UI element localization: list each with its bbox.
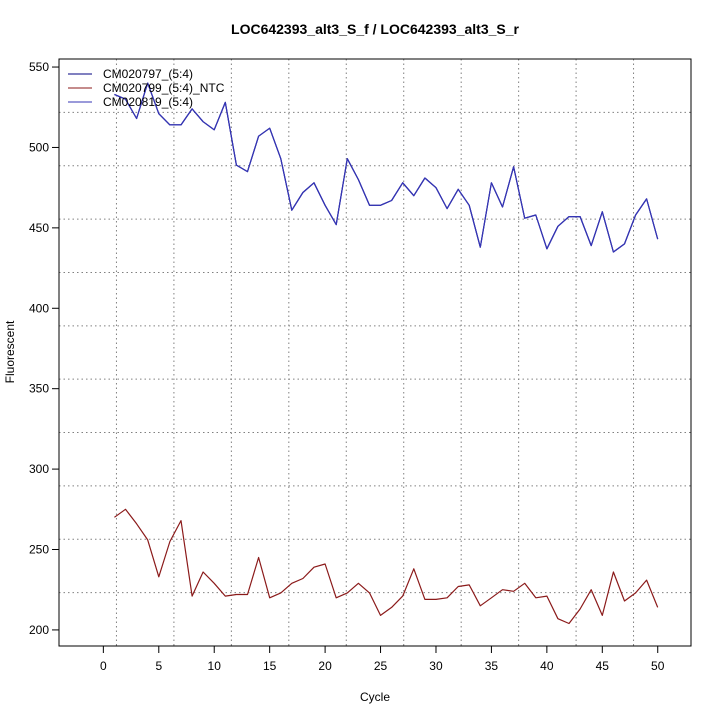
series-line-2: [114, 508, 659, 625]
grid: [59, 59, 691, 646]
x-axis-label: Cycle: [360, 690, 390, 704]
y-axis-label: Fluorescent: [3, 320, 17, 383]
legend-label: CM020819_(5:4): [103, 95, 193, 109]
x-tick-label: 5: [155, 659, 162, 673]
plot-frame: [58, 58, 692, 647]
chart-title: LOC642393_alt3_S_f / LOC642393_alt3_S_r: [231, 21, 520, 37]
y-tick-label: 300: [29, 462, 49, 476]
x-tick-label: 40: [540, 659, 554, 673]
legend-label: CM020797_(5:4): [103, 67, 193, 81]
x-tick-label: 0: [100, 659, 107, 673]
y-tick-label: 500: [29, 140, 49, 154]
y-tick-label: 200: [29, 623, 49, 637]
y-tick-label: 550: [29, 60, 49, 74]
x-tick-label: 45: [596, 659, 610, 673]
y-tick-label: 250: [29, 543, 49, 557]
x-tick-label: 10: [208, 659, 222, 673]
legend-label: CM020799_(5:4)_NTC: [103, 81, 225, 95]
series-lines: [114, 82, 659, 625]
x-tick-label: 25: [374, 659, 388, 673]
x-tick-label: 50: [651, 659, 665, 673]
y-axis: 200 250 300 350 400 450 500 550: [29, 60, 59, 637]
y-tick-label: 400: [29, 301, 49, 315]
y-tick-label: 350: [29, 382, 49, 396]
x-tick-label: 15: [263, 659, 277, 673]
x-tick-label: 20: [318, 659, 332, 673]
series-line-3: [114, 82, 659, 253]
y-tick-label: 450: [29, 221, 49, 235]
x-axis: 0 5 10 15 20 25 30 35 40 45 50: [100, 646, 665, 673]
legend: CM020797_(5:4)CM020799_(5:4)_NTCCM020819…: [68, 67, 225, 109]
x-tick-label: 35: [485, 659, 499, 673]
x-tick-label: 30: [429, 659, 443, 673]
